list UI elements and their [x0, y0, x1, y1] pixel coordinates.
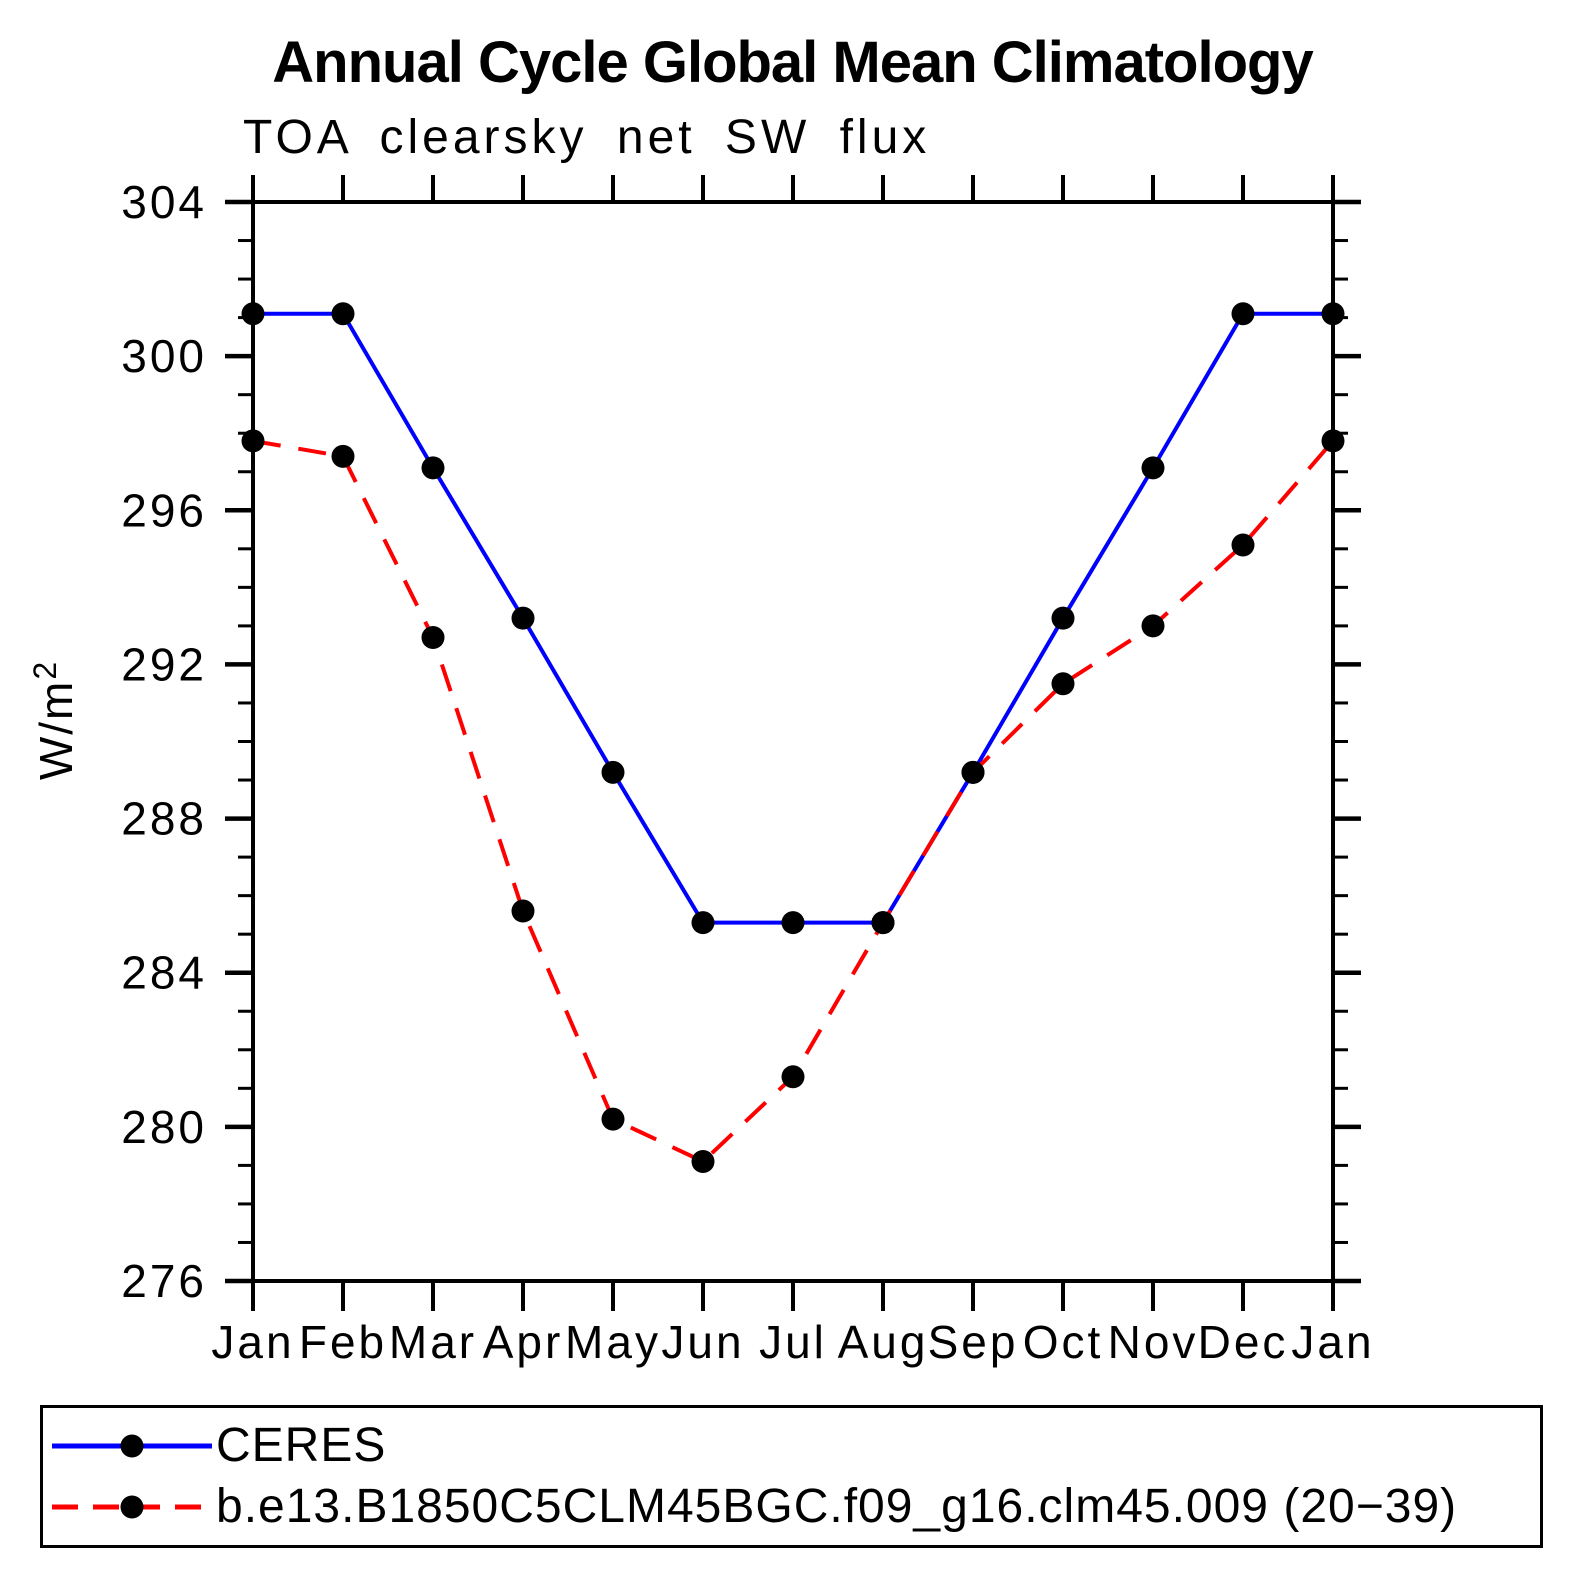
x-tick-label: Jul [759, 1316, 827, 1368]
axes-layer: Jan Feb Mar Apr May Jun Jul Aug Sep Oct Nov Dec Jan2… [121, 175, 1374, 1368]
x-tick-label: Jan [211, 1316, 294, 1368]
legend: CERES b.e13.B1850C5CLM45BGC.f09_g16.clm4… [40, 1405, 1543, 1548]
data-point-marker [691, 911, 715, 935]
legend-key-solid-blue-line [52, 1434, 212, 1458]
chart-title: Annual Cycle Global Mean Climatology [272, 30, 1313, 95]
data-point-marker [421, 625, 445, 649]
data-point-marker [1141, 614, 1165, 638]
legend-marker-dot [120, 1434, 144, 1458]
data-point-marker [1231, 533, 1255, 557]
data-point-marker [1051, 672, 1075, 696]
x-tick-label: Jun [661, 1316, 744, 1368]
y-tick-label: 296 [121, 484, 207, 536]
data-point-marker [961, 760, 985, 784]
data-point-marker [1231, 302, 1255, 326]
x-tick-label: Aug [838, 1316, 929, 1368]
data-point-marker [1321, 429, 1345, 453]
legend-marker-dot [120, 1495, 144, 1519]
data-point-marker [511, 606, 535, 630]
y-tick-label: 280 [121, 1101, 207, 1153]
data-point-marker [511, 899, 535, 923]
y-tick-label: 288 [121, 793, 207, 845]
data-point-marker [331, 444, 355, 468]
data-point-marker [601, 760, 625, 784]
series-line-ceres [253, 311, 1333, 925]
y-tick-label: 276 [121, 1255, 207, 1307]
legend-label-model: b.e13.B1850C5CLM45BGC.f09_g16.clm45.009 … [216, 1480, 1458, 1534]
x-tick-label: Feb [299, 1316, 387, 1368]
x-tick-label: Mar [389, 1316, 477, 1368]
data-point-marker [1051, 606, 1075, 630]
y-tick-label: 292 [121, 638, 207, 690]
x-tick-label: Sep [928, 1316, 1019, 1368]
data-point-marker [871, 911, 895, 935]
chart-subtitle: TOA clearsky net SW flux [243, 111, 931, 164]
series-layer [241, 302, 1345, 1174]
legend-entry-ceres: CERES [48, 1418, 1540, 1472]
data-point-marker [421, 456, 445, 480]
plot-frame [251, 200, 1335, 1283]
data-point-marker [691, 1150, 715, 1174]
x-tick-label: Jan [1291, 1316, 1374, 1368]
data-point-marker [601, 1107, 625, 1131]
series-line-model [252, 438, 1335, 1164]
legend-label-ceres: CERES [216, 1418, 387, 1472]
y-tick-label: 304 [121, 176, 207, 228]
x-tick-label: Nov [1108, 1316, 1199, 1368]
x-tick-label: Oct [1023, 1316, 1104, 1368]
data-point-marker [331, 302, 355, 326]
y-tick-label: 300 [121, 330, 207, 382]
x-tick-label: Dec [1198, 1316, 1289, 1368]
y-tick-label: 284 [121, 947, 207, 999]
data-point-marker [241, 302, 265, 326]
data-point-marker [1321, 302, 1345, 326]
data-point-marker [1141, 456, 1165, 480]
x-tick-label: May [565, 1316, 661, 1368]
data-point-marker [241, 429, 265, 453]
legend-entry-model: b.e13.B1850C5CLM45BGC.f09_g16.clm45.009 … [48, 1483, 1540, 1531]
data-point-marker [781, 911, 805, 935]
x-tick-label: Apr [483, 1316, 564, 1368]
data-point-marker [781, 1065, 805, 1089]
legend-key-dashed-red-line [52, 1495, 212, 1519]
y-axis-label: W/m2 [27, 660, 82, 780]
plot-area: Jan Feb Mar Apr May Jun Jul Aug Sep Oct Nov Dec Jan2… [27, 175, 1374, 1368]
